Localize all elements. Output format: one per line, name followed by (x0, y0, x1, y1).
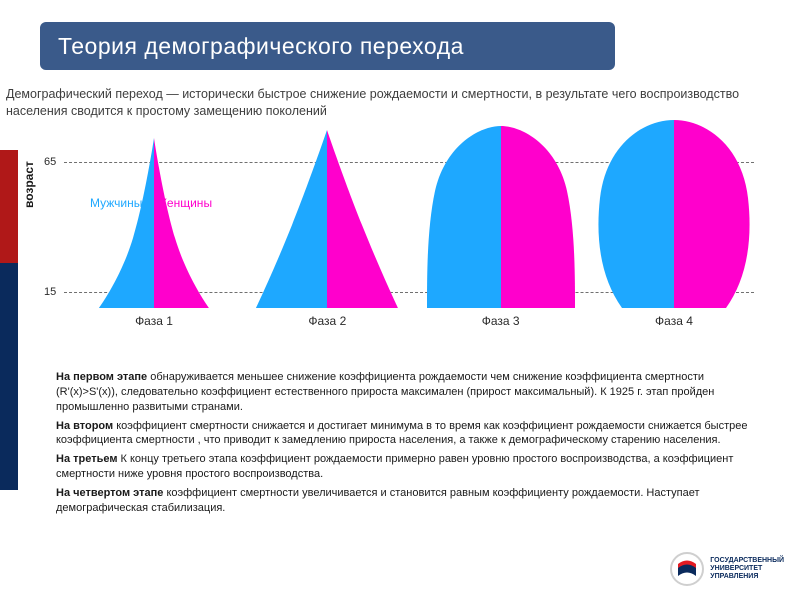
male-shape-2 (256, 130, 327, 308)
pyramids-row: Фаза 1 Фаза 2 Фаза 3 Фаза 4 (74, 128, 754, 328)
pyramid-phase-4: Фаза 4 (594, 120, 754, 328)
intro-text: Демографический переход — исторически бы… (0, 82, 800, 120)
chart: возраст 65 15 Мужчины Женщины Фаза 1 Фаз… (44, 128, 756, 358)
pyramid-svg-1 (93, 138, 215, 308)
phase-label-1: Фаза 1 (135, 314, 173, 328)
phase-label-3: Фаза 3 (482, 314, 520, 328)
logo-line3: УПРАВЛЕНИЯ (710, 573, 784, 581)
stripe-blue (0, 263, 18, 490)
pyramid-svg-2 (252, 130, 402, 308)
pyramid-svg-4 (594, 120, 754, 308)
y-tick-65: 65 (44, 156, 56, 168)
pyramid-phase-2: Фаза 2 (247, 130, 407, 328)
desc-p2-t: коэффициент смертности снижается и дости… (56, 420, 747, 447)
page-title: Теория демографического перехода (40, 22, 615, 70)
desc-p4-b: На четвертом этапе (56, 487, 163, 499)
desc-p1-b: На первом этапе (56, 371, 147, 383)
male-shape-3 (427, 126, 501, 308)
female-shape-4 (674, 120, 750, 308)
desc-p3: На третьем К концу третьего этапа коэффи… (56, 452, 756, 482)
female-shape-2 (327, 130, 398, 308)
pyramid-phase-3: Фаза 3 (421, 126, 581, 328)
phase-label-4: Фаза 4 (655, 314, 693, 328)
desc-p2-b: На втором (56, 420, 113, 432)
female-shape-1 (154, 138, 209, 308)
female-shape-3 (501, 126, 575, 308)
logo-line1: ГОСУДАРСТВЕННЫЙ (710, 557, 784, 565)
logo-ring (670, 552, 704, 586)
y-axis-label: возраст (22, 161, 36, 208)
y-tick-15: 15 (44, 286, 56, 298)
logo-text: ГОСУДАРСТВЕННЫЙ УНИВЕРСИТЕТ УПРАВЛЕНИЯ (710, 557, 784, 580)
description: На первом этапе обнаруживается меньшее с… (56, 370, 756, 520)
logo-line2: УНИВЕРСИТЕТ (710, 565, 784, 573)
desc-p1: На первом этапе обнаруживается меньшее с… (56, 370, 756, 415)
pyramid-phase-1: Фаза 1 (74, 138, 234, 328)
university-logo: ГОСУДАРСТВЕННЫЙ УНИВЕРСИТЕТ УПРАВЛЕНИЯ (670, 552, 784, 586)
desc-p4: На четвертом этапе коэффициент смертност… (56, 486, 756, 516)
stripe-red (0, 150, 18, 263)
side-stripe (0, 150, 18, 490)
desc-p3-t: К концу третьего этапа коэффициент рожда… (56, 453, 733, 480)
male-shape-4 (598, 120, 674, 308)
desc-p3-b: На третьем (56, 453, 117, 465)
desc-p2: На втором коэффициент смертности снижает… (56, 419, 756, 449)
phase-label-2: Фаза 2 (308, 314, 346, 328)
pyramid-svg-3 (421, 126, 581, 308)
desc-p1-t: обнаруживается меньшее снижение коэффици… (56, 371, 714, 413)
book-icon (676, 560, 698, 578)
male-shape-1 (99, 138, 154, 308)
